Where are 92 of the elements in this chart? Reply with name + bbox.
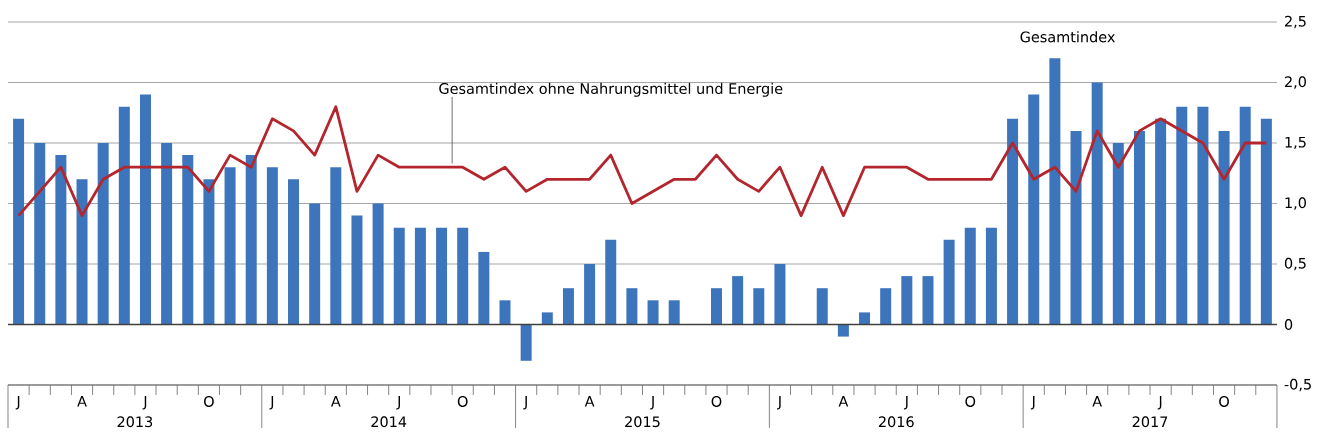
- bar: [732, 276, 744, 325]
- bar: [372, 203, 384, 325]
- bar: [626, 288, 638, 325]
- bar: [1260, 118, 1272, 325]
- text: 2013: [117, 416, 153, 428]
- x-tick-label: J: [396, 396, 400, 410]
- bar: [1091, 82, 1103, 325]
- x-tick-label: O: [204, 396, 214, 408]
- bar: [1049, 58, 1061, 325]
- x-tick-label: O: [965, 396, 976, 408]
- bar: [880, 288, 892, 325]
- bar: [710, 288, 722, 325]
- bar: [1155, 118, 1167, 325]
- bar: [478, 251, 490, 325]
- bar: [1197, 106, 1209, 325]
- bar: [330, 167, 342, 325]
- bar: [668, 300, 680, 325]
- bar: [118, 106, 130, 325]
- bar: [985, 227, 997, 325]
- x-tick-label: O: [711, 396, 722, 408]
- text: 2017: [1132, 416, 1168, 428]
- x-tick-label: J: [1030, 396, 1035, 410]
- y-tick-label: 0,5: [1284, 257, 1306, 271]
- bar: [457, 227, 469, 325]
- x-tick-label: J: [523, 396, 527, 410]
- bar: [1028, 94, 1040, 325]
- bar: [203, 179, 215, 325]
- bar: [562, 288, 574, 325]
- bar: [1218, 130, 1230, 325]
- text: 2016: [878, 416, 914, 428]
- bar: [1239, 106, 1251, 325]
- x-tick-label: J: [777, 396, 781, 410]
- bar: [837, 324, 849, 337]
- bar: [816, 288, 828, 325]
- bar: [605, 239, 617, 325]
- x-tick-label: O: [457, 396, 468, 408]
- bar: [584, 264, 596, 325]
- bar: [922, 276, 934, 325]
- bar: [753, 288, 765, 325]
- text: 2014: [371, 416, 407, 428]
- bar: [13, 118, 25, 325]
- bar: [1176, 106, 1188, 325]
- x-tick-label: A: [330, 396, 341, 407]
- bar: [139, 94, 151, 325]
- x-tick-label: J: [650, 396, 654, 410]
- bar: [161, 143, 173, 325]
- y-tick-label: 1,5: [1285, 136, 1306, 150]
- y-tick-label: -0,5: [1284, 378, 1311, 392]
- bar: [647, 300, 659, 325]
- bar: [1133, 130, 1145, 325]
- x-tick-label: J: [142, 396, 147, 410]
- bar: [541, 312, 553, 325]
- bar: [34, 143, 46, 325]
- series-label: Gesamtindex: [1020, 31, 1115, 43]
- bar: [309, 203, 321, 325]
- text: 2015: [625, 416, 660, 428]
- x-tick-label: A: [1092, 396, 1102, 407]
- x-tick-label: A: [838, 396, 849, 407]
- bar: [351, 215, 363, 325]
- x-tick-label: J: [269, 396, 274, 410]
- bar: [266, 167, 278, 325]
- bar: [182, 155, 194, 325]
- x-tick-label: A: [77, 396, 87, 407]
- bar: [97, 143, 109, 325]
- bar: [288, 179, 300, 325]
- y-tick-label: 1,0: [1285, 197, 1306, 210]
- bar: [774, 264, 786, 325]
- bar: [520, 324, 532, 361]
- x-tick-label: O: [1219, 396, 1229, 408]
- bar: [1112, 143, 1124, 325]
- y-tick-label: 0: [1284, 319, 1293, 331]
- text: Gesamtindex ohne Nahrungsmittel und Energie: [439, 82, 783, 97]
- bar: [859, 312, 871, 325]
- bar: [901, 276, 913, 325]
- bar: [76, 179, 88, 325]
- y-tick-label: 2,0: [1285, 76, 1306, 89]
- y-tick-label: 2,5: [1285, 15, 1306, 29]
- bar: [436, 227, 448, 325]
- bar: [1070, 130, 1082, 325]
- bar: [414, 227, 426, 325]
- x-tick-label: A: [584, 396, 595, 407]
- bar: [245, 155, 257, 325]
- bar: [964, 227, 976, 325]
- bar: [224, 167, 236, 325]
- x-tick-label: J: [903, 396, 908, 410]
- bar: [55, 155, 67, 325]
- bar: [1007, 118, 1019, 325]
- bar: [499, 300, 511, 325]
- bar: [943, 239, 955, 325]
- x-tick-label: J: [1157, 396, 1162, 410]
- bar: [393, 227, 405, 325]
- x-tick-label: J: [15, 396, 20, 410]
